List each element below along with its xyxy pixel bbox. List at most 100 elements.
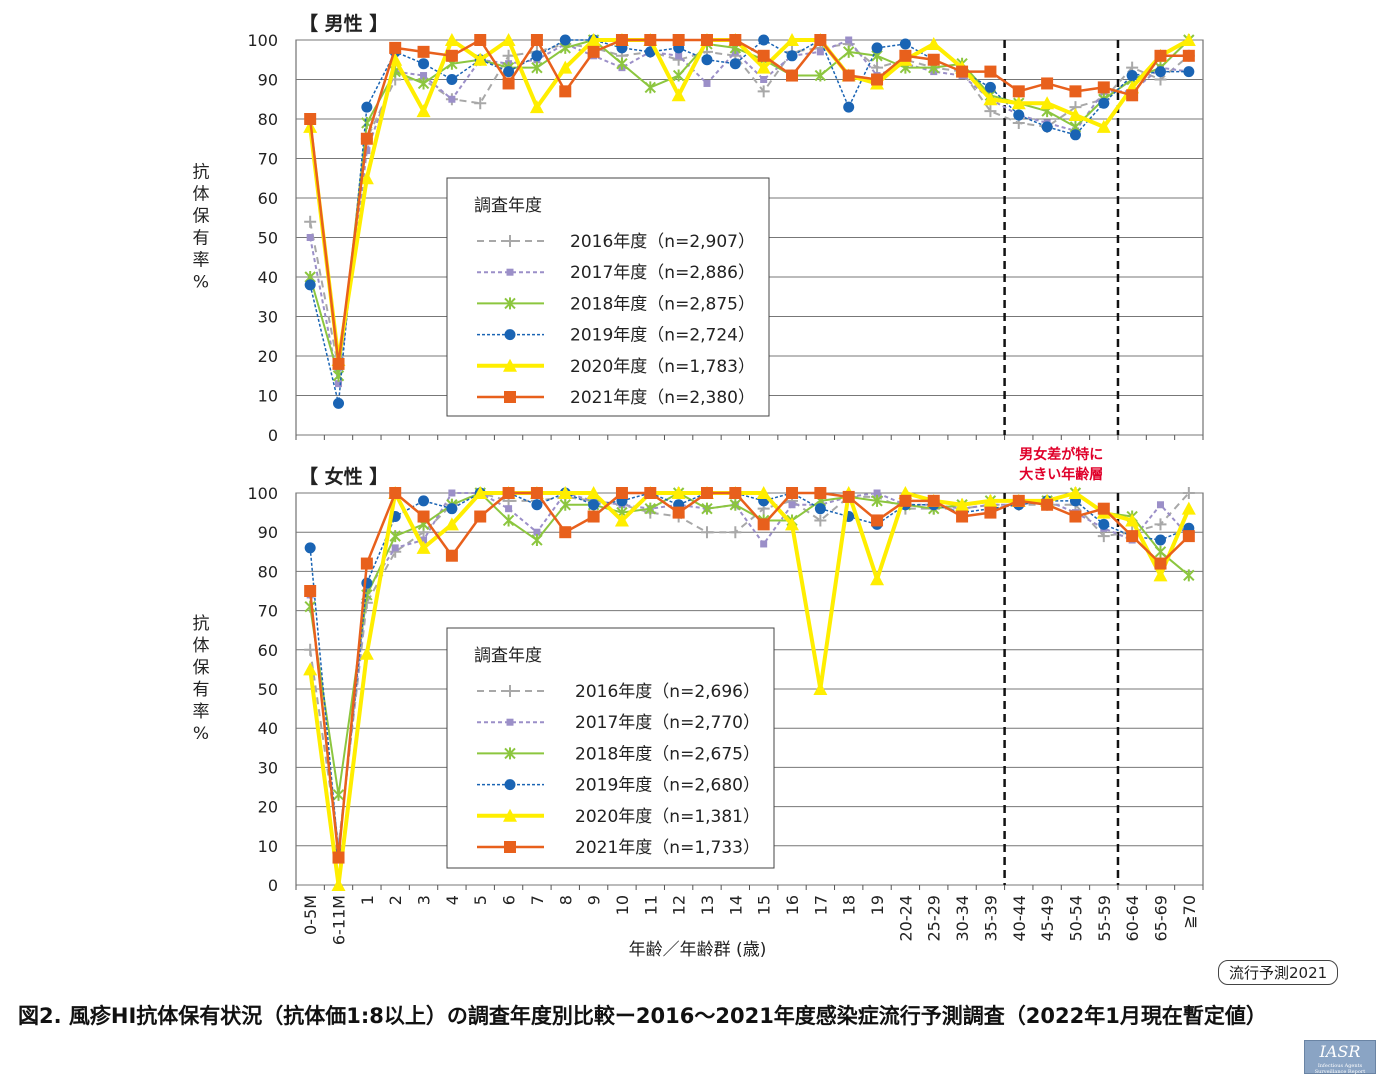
data-point	[1181, 501, 1196, 515]
data-point	[1097, 530, 1110, 543]
y-tick-label: 70	[258, 602, 278, 621]
data-point	[417, 77, 430, 90]
data-point	[955, 497, 970, 511]
x-tick-label: 15	[755, 895, 774, 915]
y-tick-label: 0	[268, 426, 278, 445]
y-tick-label: 70	[258, 150, 278, 169]
x-tick-label: 10	[613, 895, 632, 915]
data-point	[871, 73, 884, 86]
data-point	[331, 878, 346, 891]
data-point	[785, 517, 800, 531]
data-point	[417, 510, 430, 523]
annotation-text: 大きい年齢層	[1019, 466, 1103, 483]
data-point	[842, 490, 855, 503]
x-tick-label: 4	[443, 895, 462, 905]
data-point	[306, 234, 314, 241]
data-point	[1069, 85, 1082, 98]
data-point	[671, 88, 686, 102]
data-point	[701, 502, 713, 515]
legend-marker	[504, 779, 516, 791]
y-axis-label-char: 有	[193, 229, 210, 249]
data-point	[531, 50, 543, 62]
data-point	[420, 536, 428, 544]
x-tick-label: 6	[500, 895, 519, 905]
data-point	[871, 42, 883, 54]
data-point	[502, 487, 515, 499]
panel-title: 【 男性 】	[299, 12, 388, 35]
data-point	[956, 65, 969, 78]
y-tick-label: 100	[247, 484, 278, 503]
panel-title: 【 女性 】	[299, 465, 388, 488]
x-tick-label: 16	[783, 895, 802, 915]
legend: 調査年度 2016年度（n=2,907） 2017年度（n=2,886） 2018年度…	[446, 177, 770, 417]
iasr-logo: IASR Infectious Agents Surveillance Repo…	[1304, 1040, 1376, 1075]
data-point	[729, 34, 742, 46]
data-point	[391, 544, 399, 552]
y-axis-label-char: 保	[193, 658, 210, 678]
y-axis-label-char: 抗	[193, 163, 210, 183]
data-point	[558, 60, 573, 74]
data-point	[615, 34, 628, 46]
data-point	[474, 34, 487, 46]
x-tick-label: 11	[641, 895, 660, 915]
data-point	[672, 69, 685, 82]
data-point	[729, 487, 742, 499]
data-point	[1126, 530, 1139, 543]
data-point	[473, 52, 488, 66]
x-tick-label: 65-69	[1151, 895, 1170, 942]
data-point	[559, 34, 571, 46]
x-tick-label: 1	[358, 895, 377, 905]
data-point	[1154, 557, 1167, 570]
data-point	[501, 33, 516, 46]
x-tick-label: 0-5M	[301, 895, 320, 935]
legend-marker	[506, 718, 514, 726]
data-point	[845, 36, 853, 44]
data-point	[416, 104, 431, 118]
x-tick-label: 30-34	[953, 895, 972, 942]
legend: 調査年度 2016年度（n=2,696） 2017年度（n=2,770） 2018年度…	[446, 627, 775, 869]
y-axis-label-char: %	[193, 273, 209, 293]
x-tick-label: 7	[528, 895, 547, 905]
data-point	[1040, 96, 1055, 110]
data-point	[1068, 108, 1083, 122]
data-point	[1097, 502, 1110, 515]
x-tick-label: 9	[585, 895, 604, 905]
data-point	[332, 788, 345, 801]
series-5	[304, 34, 1195, 370]
data-point	[843, 101, 855, 113]
data-point	[558, 486, 573, 499]
data-point	[899, 494, 912, 507]
y-axis-label-char: 体	[193, 636, 210, 656]
data-point	[870, 572, 885, 586]
data-point	[1156, 501, 1164, 509]
data-point	[729, 498, 742, 511]
data-point	[927, 494, 940, 507]
legend-entry: 2016年度（n=2,696）	[575, 682, 760, 702]
data-point	[1041, 498, 1054, 511]
data-point	[529, 100, 544, 114]
data-point	[729, 58, 741, 70]
data-point	[1098, 518, 1110, 530]
logo-subtext: Infectious Agents Surveillance Report	[1314, 1063, 1366, 1075]
legend-title: 調査年度	[474, 196, 542, 216]
data-point	[814, 69, 827, 82]
data-point	[559, 526, 572, 539]
data-point	[842, 69, 855, 82]
x-tick-label: 2	[386, 895, 405, 905]
y-tick-label: 30	[258, 308, 278, 327]
y-axis-label-char: %	[193, 724, 209, 744]
y-tick-label: 80	[258, 562, 278, 581]
legend-marker	[503, 358, 517, 372]
data-point	[899, 49, 912, 62]
data-point	[360, 132, 373, 145]
y-tick-label: 20	[258, 347, 278, 366]
data-point	[332, 851, 345, 864]
x-tick-label: 13	[698, 895, 717, 915]
legend-entry: 2020年度（n=1,381）	[575, 807, 760, 827]
data-point	[1069, 129, 1081, 141]
figure-caption: 図2. 風疹HI抗体保有状況（抗体価1:8以上）の調査年度別比較ー2016〜20…	[18, 1004, 1267, 1028]
data-point	[586, 486, 601, 499]
data-point	[1183, 66, 1195, 78]
data-point	[304, 643, 317, 656]
